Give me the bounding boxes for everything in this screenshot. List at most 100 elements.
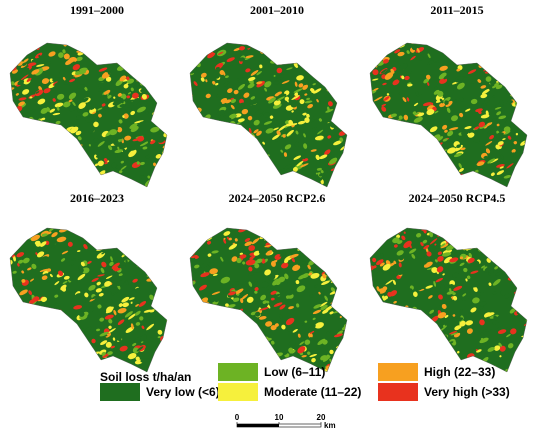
map-patch xyxy=(4,44,7,47)
map-patch xyxy=(497,209,502,214)
map-patch xyxy=(325,108,334,113)
map-patch xyxy=(259,168,267,174)
map-patch xyxy=(322,72,326,77)
map-patch xyxy=(298,274,306,280)
map-patch xyxy=(27,62,37,67)
map-patch xyxy=(232,101,239,107)
map-patch xyxy=(467,183,475,187)
map-patch xyxy=(251,25,256,29)
map-patch xyxy=(84,86,88,91)
map-patch xyxy=(338,55,343,62)
map-patch xyxy=(512,174,517,180)
map-patch xyxy=(78,311,85,317)
map-patch xyxy=(190,292,197,298)
map-patch xyxy=(64,134,69,138)
map-patch xyxy=(261,281,269,288)
map-patch xyxy=(335,363,339,369)
map-patch xyxy=(349,154,356,160)
map-patch xyxy=(73,154,78,161)
map-patch xyxy=(474,126,480,130)
map-patch xyxy=(467,132,475,138)
map-patch xyxy=(17,259,24,264)
map-patch xyxy=(104,281,112,287)
map-patch xyxy=(256,30,261,34)
map-patch xyxy=(362,320,369,326)
map-patch xyxy=(45,209,54,217)
map-patch xyxy=(300,239,310,244)
map-patch xyxy=(190,230,193,237)
map-patch xyxy=(80,288,84,293)
map-patch xyxy=(478,55,483,62)
map-patch xyxy=(370,32,381,39)
map-patch xyxy=(440,243,446,248)
map-patch xyxy=(363,55,370,59)
map-patch xyxy=(382,263,391,271)
map-patch xyxy=(441,357,447,364)
map-patch xyxy=(53,126,57,131)
map-patch xyxy=(65,151,68,155)
map-patch xyxy=(449,46,456,51)
map-patch xyxy=(403,322,413,328)
map-patch xyxy=(497,141,504,146)
map-patch xyxy=(303,214,308,218)
map-patch xyxy=(43,172,53,178)
map-patch xyxy=(68,82,74,86)
map-patch xyxy=(143,134,147,138)
map-patch xyxy=(255,208,265,217)
map-patch xyxy=(198,152,206,158)
map-patch xyxy=(101,103,106,107)
map-patch xyxy=(297,25,304,31)
map-patch xyxy=(130,43,136,45)
map-patch xyxy=(294,141,300,147)
map-patch xyxy=(182,214,190,222)
map-patch xyxy=(185,79,190,85)
map-patch xyxy=(379,20,390,30)
map-patch xyxy=(484,98,490,103)
map-patch xyxy=(68,276,73,281)
map-patch xyxy=(437,312,447,319)
map-patch xyxy=(416,152,421,156)
map-patch xyxy=(31,263,37,270)
map-patch xyxy=(48,157,53,161)
map-patch xyxy=(420,174,426,179)
map-patch xyxy=(21,279,26,283)
map-patch xyxy=(88,128,95,134)
map-patch xyxy=(259,64,263,69)
map-patch xyxy=(311,266,319,273)
map-patch xyxy=(191,160,196,166)
map-patch xyxy=(415,174,425,180)
map-patch xyxy=(227,88,233,94)
map-patch xyxy=(337,328,343,332)
map-patch xyxy=(374,165,380,172)
map-patch xyxy=(115,362,122,368)
map-patch xyxy=(128,297,135,301)
map-patch xyxy=(101,261,107,268)
map-patch xyxy=(387,181,392,187)
map-patch xyxy=(60,350,66,353)
map-patch xyxy=(96,155,99,158)
map-patch xyxy=(164,121,167,127)
map-patch xyxy=(190,239,191,245)
map-patch xyxy=(98,82,107,88)
map-patch xyxy=(64,23,70,27)
map-patch xyxy=(448,127,459,131)
map-patch xyxy=(16,298,20,302)
map-patch xyxy=(314,284,319,288)
map-patch xyxy=(427,145,434,151)
map-patch xyxy=(507,26,510,29)
map-patch xyxy=(57,270,64,277)
map-patch xyxy=(108,318,113,324)
map-patch xyxy=(286,67,293,70)
map-patch xyxy=(156,65,163,68)
map-patch xyxy=(446,215,454,221)
map-patch xyxy=(472,297,480,304)
map-patch xyxy=(250,161,257,164)
map-patch xyxy=(158,306,162,310)
map-patch xyxy=(68,249,75,255)
map-patch xyxy=(198,66,205,72)
map-patch xyxy=(122,115,125,118)
map-patch xyxy=(245,25,249,29)
map-patch xyxy=(63,53,70,60)
map-patch xyxy=(434,110,439,114)
